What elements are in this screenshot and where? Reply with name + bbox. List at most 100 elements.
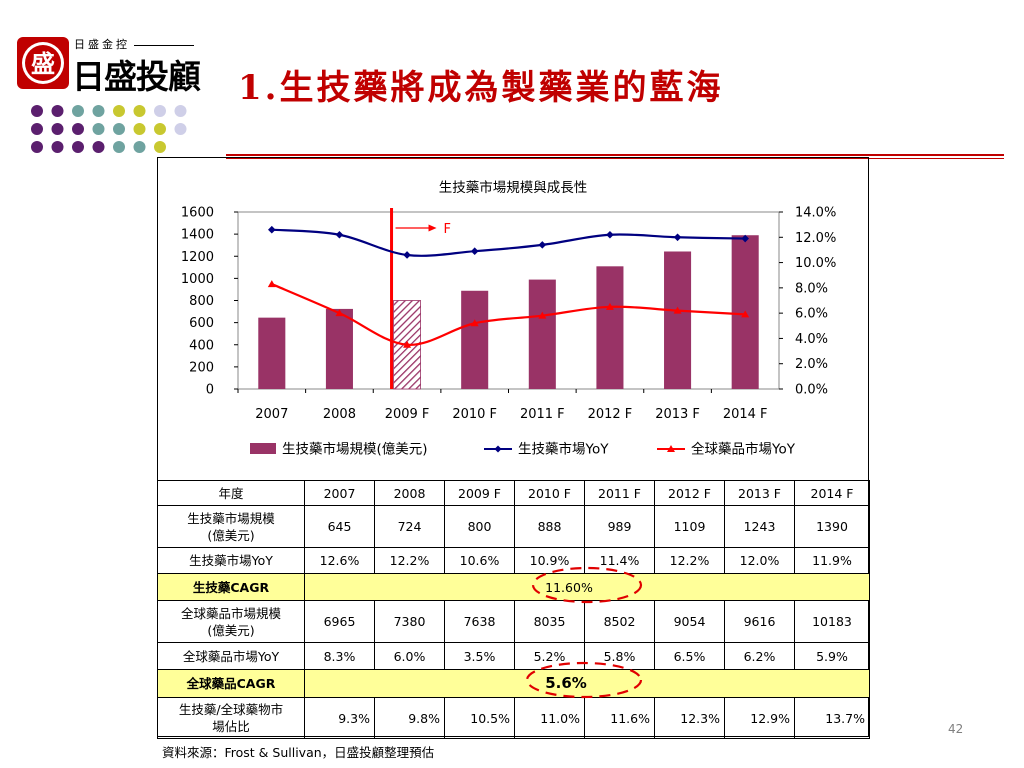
table-header-cell: 2013 F: [724, 480, 795, 506]
decorative-dot: [154, 105, 166, 117]
table-cell: 5.9%: [794, 642, 870, 670]
y-tick-label: 1200: [181, 250, 214, 265]
marker-diamond: [538, 241, 547, 249]
table-header-cell: 2007: [304, 480, 375, 506]
table-header-cell: 2014 F: [794, 480, 870, 506]
table-cell: 5.8%: [584, 642, 655, 670]
table-header-cell: 2010 F: [514, 480, 585, 506]
marker-triangle: [538, 311, 547, 319]
table-cell: 5.2%: [514, 642, 585, 670]
table-row-label: 全球藥品市場規模 (億美元): [157, 600, 305, 643]
x-tick-label: 2007: [255, 407, 288, 422]
row-label-line: 場佔比: [212, 719, 250, 734]
bar-market-size: [664, 251, 692, 389]
table-row: 生技藥市場YoY 12.6% 12.2% 10.6% 10.9% 11.4% 12.2% 12…: [157, 547, 870, 574]
table-cell: 7638: [444, 600, 515, 643]
y2-tick-label: 2.0%: [795, 357, 828, 372]
table-row-label: 生技藥市場規模 (億美元): [157, 505, 305, 548]
decorative-dot: [113, 123, 125, 135]
legend-marker-diamond: [494, 445, 502, 453]
row-label-line: 全球藥品市場YoY: [182, 648, 280, 664]
table-cell: 12.3%: [654, 697, 725, 739]
decorative-dot: [113, 105, 125, 117]
table-cell: 9.8%: [374, 697, 445, 739]
bar-market-size: [325, 308, 353, 389]
table-cell: 12.9%: [724, 697, 795, 739]
table-cell: 11.9%: [794, 547, 870, 574]
table-cell: 10.9%: [514, 547, 585, 574]
legend-label: 全球藥品市場YoY: [691, 441, 796, 458]
table-cell: 9054: [654, 600, 725, 643]
table-cell: 800: [444, 505, 515, 548]
decorative-dot: [51, 123, 64, 135]
chart-title: 生技藥市場規模與成長性: [439, 179, 588, 196]
x-tick-label: 2009 F: [385, 407, 430, 422]
x-tick-label: 2014 F: [723, 407, 768, 422]
table-cell: 10.6%: [444, 547, 515, 574]
table-row: 全球藥品市場規模 (億美元) 6965 7380 7638 8035 8502 9054 961…: [157, 600, 870, 643]
x-tick-label: 2010 F: [452, 407, 497, 422]
marker-triangle: [335, 309, 344, 317]
decorative-dot: [31, 141, 43, 153]
marker-diamond: [403, 251, 411, 259]
row-label-line: 生技藥CAGR: [192, 579, 270, 595]
table-cell: 1243: [724, 505, 795, 548]
table-row: 生技藥市場規模 (億美元) 645 724 800 888 989 1109 1243 1390: [157, 505, 870, 548]
table-header-row: 年度 2007 2008 2009 F 2010 F 2011 F 2012 F 2013 F…: [157, 480, 870, 506]
table-row: 全球藥品市場YoY 8.3% 6.0% 3.5% 5.2% 5.8% 6.5% 6.2% 5.9…: [157, 642, 870, 670]
table-cell: 12.2%: [374, 547, 445, 574]
table-row-label: 生技藥市場YoY: [157, 547, 305, 574]
row-label-line: (億美元): [207, 622, 255, 638]
decorative-dot: [31, 105, 43, 117]
table-cell: 1109: [654, 505, 725, 548]
marker-triangle: [741, 310, 750, 318]
table-cell: 12.6%: [304, 547, 375, 574]
table-cell: 11.6%: [584, 697, 655, 739]
bar-market-size: [528, 279, 556, 389]
row-label-line: 生技藥市場規模: [187, 510, 275, 526]
table-cell: 6.2%: [724, 642, 795, 670]
table-header-cell: 2011 F: [584, 480, 655, 506]
table-row: 生技藥CAGR 11.60%: [157, 573, 870, 601]
y2-tick-label: 12.0%: [795, 231, 836, 246]
forecast-label: F: [444, 222, 451, 237]
logo-company-name: 日盛投顧: [72, 57, 201, 96]
y2-tick-label: 6.0%: [795, 307, 828, 322]
table-cell: 6.5%: [654, 642, 725, 670]
table-cell: 12.0%: [724, 547, 795, 574]
table-cell: 11.4%: [584, 547, 655, 574]
decorative-dot: [133, 141, 146, 153]
y-tick-label: 600: [189, 316, 214, 331]
table-cell: 10.5%: [444, 697, 515, 739]
marker-triangle: [403, 340, 412, 348]
marker-triangle: [673, 306, 682, 314]
x-tick-label: 2008: [323, 407, 356, 422]
y-tick-label: 0: [206, 383, 214, 398]
marker-triangle: [470, 319, 479, 327]
table-cell: 888: [514, 505, 585, 548]
table-row-label: 生技藥CAGR: [157, 573, 305, 601]
cagr-value: 5.6%: [545, 674, 587, 692]
row-label-line: 生技藥/全球藥物市: [178, 702, 284, 717]
title-underline-thin: [226, 158, 1004, 159]
line-global-yoy: [271, 283, 746, 346]
marker-diamond: [470, 247, 479, 255]
decorative-dot: [92, 141, 105, 153]
decorative-dot: [31, 123, 43, 135]
page-number: 42: [948, 722, 964, 736]
y2-tick-label: 8.0%: [795, 281, 828, 296]
decorative-dot: [92, 123, 105, 135]
cagr-value-cell: 5.6%: [304, 669, 870, 698]
logo-small-text: 日盛金控: [74, 36, 194, 52]
decorative-dot: [174, 105, 187, 117]
marker-diamond: [268, 225, 276, 234]
decorative-dot: [92, 105, 105, 117]
table-cell: 9616: [724, 600, 795, 643]
y-tick-label: 1000: [181, 272, 214, 287]
marker-triangle: [605, 302, 614, 310]
table-cell: 7380: [374, 600, 445, 643]
legend-label: 生技藥市場規模(億美元): [282, 441, 428, 458]
marker-diamond: [741, 234, 749, 243]
market-data-table: 年度 2007 2008 2009 F 2010 F 2011 F 2012 F 2013 F…: [157, 480, 870, 739]
y-tick-label: 1400: [181, 228, 214, 243]
